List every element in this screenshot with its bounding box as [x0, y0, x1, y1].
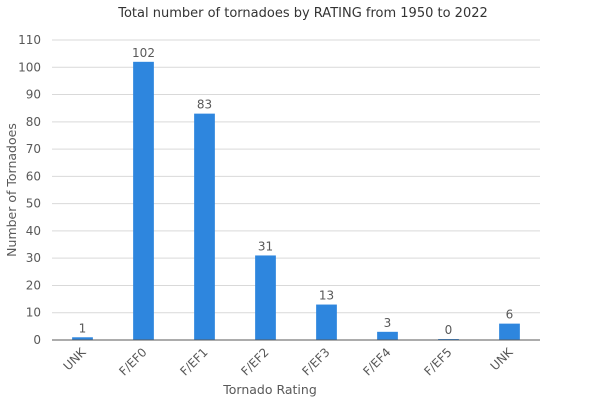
y-tick-label: 110	[18, 33, 41, 47]
bar	[499, 323, 520, 340]
bar	[316, 304, 337, 340]
y-axis-ticks: 0 10 20 30 40 50 60 70 80 90 100 110	[18, 33, 41, 347]
bar	[133, 61, 154, 341]
y-tick-label: 40	[26, 224, 41, 238]
bars	[72, 61, 520, 341]
y-tick-label: 100	[18, 60, 41, 74]
x-tick-label: F/EF2	[238, 345, 271, 378]
y-tick-label: 30	[26, 251, 41, 265]
bar	[255, 255, 276, 340]
chart-title: Total number of tornadoes by RATING from…	[117, 6, 488, 21]
data-label: 13	[319, 289, 334, 303]
y-tick-label: 90	[26, 88, 41, 102]
bar	[377, 331, 398, 340]
x-tick-label: F/EF3	[299, 345, 332, 378]
data-label: 102	[132, 46, 155, 60]
data-label: 3	[384, 316, 392, 330]
x-tick-label: UNK	[488, 344, 517, 373]
bar	[72, 337, 93, 340]
x-tick-label: UNK	[61, 344, 90, 373]
data-label: 83	[197, 98, 212, 112]
data-label: 1	[79, 321, 87, 335]
data-label: 6	[506, 308, 514, 322]
y-tick-label: 0	[33, 333, 41, 347]
data-label: 0	[445, 323, 453, 337]
y-tick-label: 80	[26, 115, 41, 129]
y-tick-label: 20	[26, 278, 41, 292]
data-labels: 1 102 83 31 13 3 0 6	[79, 46, 514, 337]
data-label: 31	[258, 239, 273, 253]
y-tick-label: 10	[26, 306, 41, 320]
bar	[194, 113, 215, 341]
y-tick-label: 50	[26, 197, 41, 211]
x-axis-title: Tornado Rating	[222, 382, 317, 397]
x-tick-label: F/EF0	[116, 345, 149, 378]
x-tick-label: F/EF4	[360, 345, 393, 378]
y-axis-title: Number of Tornadoes	[4, 123, 19, 257]
y-tick-label: 60	[26, 169, 41, 183]
gridlines	[52, 39, 540, 314]
x-tick-label: F/EF5	[421, 345, 454, 378]
x-tick-label: F/EF1	[177, 345, 210, 378]
x-axis-ticks: UNK F/EF0 F/EF1 F/EF2 F/EF3 F/EF4 F/EF5 UNK	[61, 344, 517, 378]
y-tick-label: 70	[26, 142, 41, 156]
